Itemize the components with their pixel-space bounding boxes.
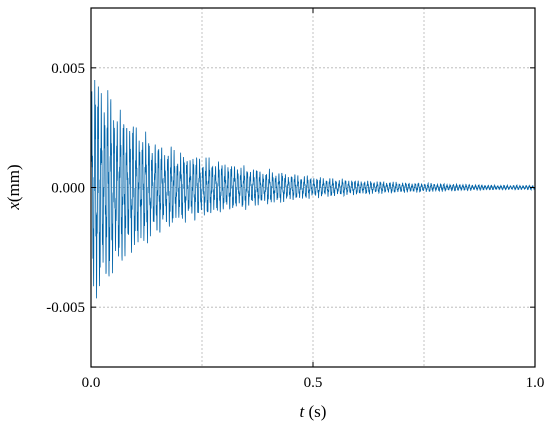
x-axis-unit: (s) [304,402,326,421]
tick-marks [90,8,536,367]
y-axis-unit: (mm) [4,164,23,202]
x-axis-symbol: t [300,402,306,421]
y-tick-label: -0.005 [46,300,85,316]
x-axis-label: t (s) [300,402,327,421]
series-line [90,80,536,299]
x-tick-labels: 0.0 0.5 1.0 [82,375,545,391]
y-tick-label: 0.000 [51,181,85,197]
x-tick-label: 0.5 [304,375,323,391]
y-axis-symbol: x [4,202,23,211]
x-tick-label: 1.0 [526,375,545,391]
y-tick-labels: -0.005 0.000 0.005 [46,61,85,316]
y-tick-label: 0.005 [51,61,85,77]
x-tick-label: 0.0 [82,375,101,391]
y-axis-label: x(mm) [4,164,23,210]
series-layer [90,80,536,299]
